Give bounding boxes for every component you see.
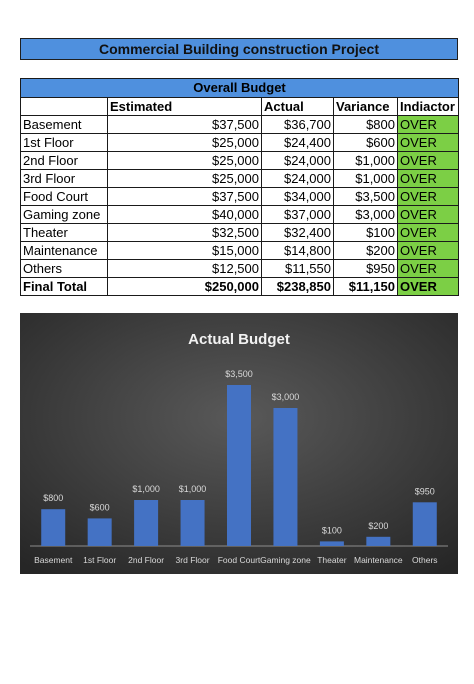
- chart-title: Actual Budget: [188, 331, 290, 348]
- bars-layer: $800 Basement $600 1st Floor $1,000 2nd Floor…: [34, 369, 437, 565]
- bar-1st-floor: [87, 518, 112, 546]
- variance-cell: $600: [333, 133, 398, 152]
- table-row: 3rd Floor $25,000 $24,000 $1,000 OVER: [20, 169, 460, 188]
- actual-cell: $14,800: [261, 241, 334, 260]
- variance-cell: $100: [333, 223, 398, 242]
- indicator-cell: OVER: [396, 115, 460, 134]
- category-label: 3rd Floor: [176, 555, 210, 565]
- data-label: $800: [43, 493, 63, 503]
- actual-cell: $11,550: [261, 259, 334, 278]
- indicator-cell: OVER: [396, 241, 460, 260]
- category-label: Food Court: [218, 555, 261, 565]
- row-label: Basement: [20, 115, 108, 134]
- table-row: Food Court $37,500 $34,000 $3,500 OVER: [20, 187, 460, 206]
- total-indicator-cell: OVER: [396, 277, 460, 296]
- category-label: Theater: [317, 555, 346, 565]
- row-label: 1st Floor: [20, 133, 108, 152]
- indicator-cell: OVER: [396, 187, 460, 206]
- data-label: $100: [322, 525, 342, 535]
- row-label: Gaming zone: [20, 205, 108, 224]
- total-estimated-cell: $250,000: [107, 277, 262, 296]
- actual-cell: $24,400: [261, 133, 334, 152]
- category-label: Maintenance: [354, 555, 403, 565]
- data-label: $1,000: [179, 484, 207, 494]
- variance-cell: $950: [333, 259, 398, 278]
- indicator-cell: OVER: [396, 223, 460, 242]
- actual-cell: $24,000: [261, 151, 334, 170]
- bar-basement: [41, 509, 66, 546]
- variance-cell: $800: [333, 115, 398, 134]
- data-label: $3,500: [225, 369, 253, 379]
- actual-cell: $24,000: [261, 169, 334, 188]
- category-label: 1st Floor: [83, 555, 116, 565]
- table-heading: Overall Budget: [19, 78, 460, 98]
- variance-cell: $1,000: [333, 169, 398, 188]
- estimated-cell: $25,000: [107, 169, 262, 188]
- bar-2nd-floor: [134, 500, 159, 546]
- actual-cell: $37,000: [261, 205, 334, 224]
- row-label: 2nd Floor: [20, 151, 108, 170]
- indicator-cell: OVER: [396, 169, 460, 188]
- estimated-cell: $12,500: [107, 259, 262, 278]
- total-variance-cell: $11,150: [333, 277, 398, 296]
- category-label: Gaming zone: [260, 555, 311, 565]
- estimated-cell: $37,500: [107, 187, 262, 206]
- data-label: $3,000: [272, 392, 300, 402]
- estimated-cell: $15,000: [107, 241, 262, 260]
- bar-food-court: [227, 385, 251, 546]
- row-label: 3rd Floor: [20, 169, 108, 188]
- data-label: $200: [368, 521, 388, 531]
- estimated-cell: $25,000: [107, 133, 262, 152]
- variance-cell: $200: [333, 241, 398, 260]
- variance-cell: $3,500: [333, 187, 398, 206]
- estimated-cell: $37,500: [107, 115, 262, 134]
- data-label: $1,000: [132, 484, 160, 494]
- indicator-cell: OVER: [396, 133, 460, 152]
- indicator-cell: OVER: [396, 205, 460, 224]
- category-label: 2nd Floor: [128, 555, 164, 565]
- estimated-cell: $25,000: [107, 151, 262, 170]
- category-label: Others: [412, 555, 438, 565]
- indicator-cell: OVER: [396, 259, 460, 278]
- table-row: Gaming zone $40,000 $37,000 $3,000 OVER: [20, 205, 460, 224]
- total-actual-cell: $238,850: [261, 277, 334, 296]
- table-row: Maintenance $15,000 $14,800 $200 OVER: [20, 241, 460, 260]
- total-row: Final Total $250,000 $238,850 $11,150 OV…: [20, 277, 460, 296]
- variance-cell: $1,000: [333, 151, 398, 170]
- budget-table: Overall Budget Estimated Actual Variance…: [19, 78, 460, 296]
- table-row: Others $12,500 $11,550 $950 OVER: [20, 259, 460, 278]
- data-label: $600: [90, 502, 110, 512]
- indicator-cell: OVER: [396, 151, 460, 170]
- category-label: Basement: [34, 555, 73, 565]
- actual-cell: $32,400: [261, 223, 334, 242]
- column-header-indicator: Indiactor: [396, 97, 460, 116]
- column-header-variance: Variance: [333, 97, 398, 116]
- table-row: 2nd Floor $25,000 $24,000 $1,000 OVER: [20, 151, 460, 170]
- table-row: Theater $32,500 $32,400 $100 OVER: [20, 223, 460, 242]
- bar-gaming-zone: [273, 408, 298, 546]
- estimated-cell: $40,000: [107, 205, 262, 224]
- variance-cell: $3,000: [333, 205, 398, 224]
- bar-others: [412, 502, 437, 546]
- column-header-estimated: Estimated: [107, 97, 262, 116]
- data-label: $950: [415, 486, 435, 496]
- row-label: Others: [20, 259, 108, 278]
- actual-cell: $36,700: [261, 115, 334, 134]
- table-row: 1st Floor $25,000 $24,400 $600 OVER: [20, 133, 460, 152]
- column-header-label: [20, 97, 108, 116]
- total-label: Final Total: [20, 277, 108, 296]
- bar-maintenance: [366, 536, 391, 546]
- table-row: Basement $37,500 $36,700 $800 OVER: [20, 115, 460, 134]
- row-label: Maintenance: [20, 241, 108, 260]
- column-header-row: Estimated Actual Variance Indiactor: [20, 97, 460, 116]
- actual-cell: $34,000: [261, 187, 334, 206]
- bar-3rd-floor: [180, 500, 205, 546]
- row-label: Theater: [20, 223, 108, 242]
- bar-theater: [319, 541, 344, 546]
- row-label: Food Court: [20, 187, 108, 206]
- project-title: Commercial Building construction Project: [20, 38, 458, 60]
- estimated-cell: $32,500: [107, 223, 262, 242]
- column-header-actual: Actual: [261, 97, 334, 116]
